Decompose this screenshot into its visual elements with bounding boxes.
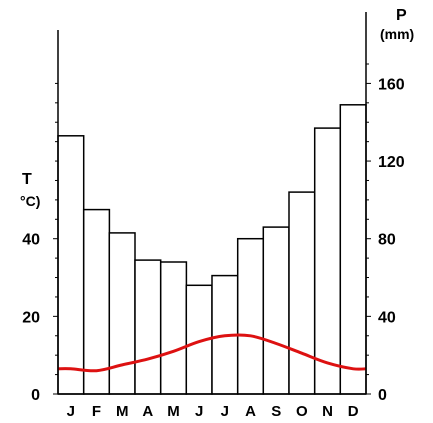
right-axis-title: P — [396, 7, 407, 24]
bar-8 — [262, 226, 290, 395]
month-label: O — [296, 403, 308, 420]
right-tick-label: 160 — [378, 76, 405, 93]
month-label: J — [67, 403, 75, 420]
bar-10 — [313, 127, 342, 395]
bar-3 — [134, 259, 162, 395]
left-tick-label: 40 — [22, 232, 40, 249]
month-label: M — [116, 403, 129, 420]
temperature-curve — [57, 333, 367, 373]
bar-11 — [339, 104, 367, 395]
month-label: J — [195, 403, 203, 420]
month-label: F — [92, 403, 101, 420]
month-label: A — [142, 403, 153, 420]
right-tick-label: 120 — [378, 154, 405, 171]
right-tick-label: 80 — [378, 232, 396, 249]
bar-4 — [159, 261, 188, 395]
bar-2 — [108, 232, 136, 395]
bar-0 — [57, 135, 85, 395]
right-axis-unit: (mm) — [380, 26, 414, 42]
month-label: S — [271, 403, 281, 420]
left-axis-unit: °C) — [20, 193, 40, 209]
month-label: J — [221, 403, 229, 420]
month-label: D — [348, 403, 359, 420]
month-label: A — [245, 403, 256, 420]
right-tick-label: 40 — [378, 309, 396, 326]
temperature-line — [57, 333, 367, 373]
bar-7 — [236, 237, 265, 395]
precipitation-bars — [57, 104, 367, 395]
left-tick-label: 0 — [31, 387, 40, 404]
left-axis-title: T — [22, 171, 32, 188]
month-label: N — [322, 403, 333, 420]
right-tick-label: 0 — [378, 387, 387, 404]
month-label: M — [167, 403, 180, 420]
bar-9 — [288, 191, 316, 395]
axes — [53, 12, 371, 395]
bar-1 — [82, 208, 111, 395]
left-tick-label: 20 — [22, 309, 40, 326]
